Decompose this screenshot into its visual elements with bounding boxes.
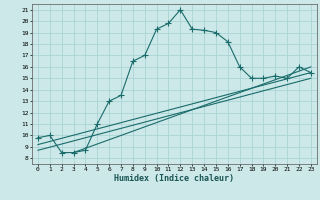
X-axis label: Humidex (Indice chaleur): Humidex (Indice chaleur) — [115, 174, 234, 183]
